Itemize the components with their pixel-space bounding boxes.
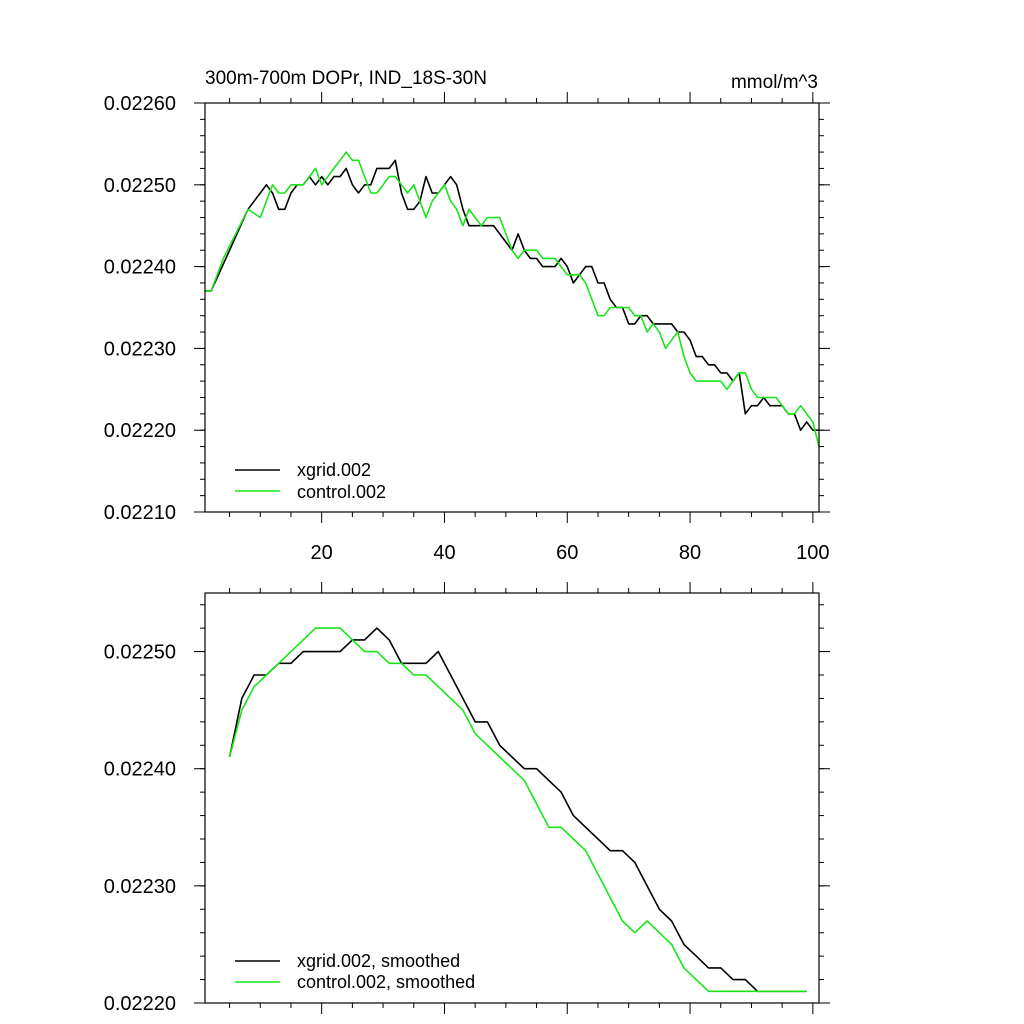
x-tick-label: 20: [311, 542, 333, 564]
series-line-xgrid: [228, 627, 807, 993]
legend-label-control-smoothed: control.002, smoothed: [297, 972, 475, 992]
y-tick-label: 0.02240: [104, 759, 176, 781]
series-lines: [205, 151, 820, 447]
y-tick-label: 0.02220: [104, 420, 176, 442]
series-line-control: [228, 627, 807, 993]
y-tick-label: 0.02260: [104, 93, 176, 115]
plot-frame: [204, 102, 820, 513]
y-tick-labels: 0.02220 0.02230 0.02240 0.02250: [104, 642, 176, 1015]
y-tick-label: 0.02220: [104, 993, 176, 1015]
x-tick-label: 100: [796, 542, 829, 564]
y-tick-label: 0.02230: [104, 876, 176, 898]
y-tick-label: 0.02210: [104, 502, 176, 524]
y-tick-label: 0.02230: [104, 338, 176, 360]
top-panel: 300m-700m DOPr, IND_18S-30N mmol/m^3 0.0…: [104, 68, 830, 564]
x-tick-label: 40: [433, 542, 455, 564]
legend-label-xgrid-smoothed: xgrid.002, smoothed: [297, 951, 460, 971]
series-line-control: [205, 151, 820, 447]
plot-frame: [204, 592, 820, 1004]
panel-title: 300m-700m DOPr, IND_18S-30N: [205, 68, 487, 89]
legend-label-xgrid: xgrid.002: [297, 460, 371, 480]
bottom-panel: 0.02220 0.02230 0.02240 0.02250 xgrid.002, …: [104, 582, 830, 1015]
legend-label-control: control.002: [297, 482, 386, 502]
y-tick-labels: 0.02210 0.02220 0.02230 0.02240 0.02250 0.022…: [104, 93, 176, 524]
x-tick-label: 80: [679, 542, 701, 564]
legend: xgrid.002, smoothed control.002, smoothe…: [235, 951, 475, 992]
legend: xgrid.002 control.002: [235, 460, 386, 502]
x-tick-label: 60: [556, 542, 578, 564]
tick-marks: [194, 582, 830, 1014]
y-tick-label: 0.02250: [104, 642, 176, 664]
tick-marks: [194, 92, 830, 523]
units-label: mmol/m^3: [731, 72, 818, 93]
y-tick-label: 0.02250: [104, 175, 176, 197]
y-tick-label: 0.02240: [104, 257, 176, 279]
x-tick-labels: 20 40 60 80 100: [311, 542, 830, 564]
series-lines: [228, 627, 807, 993]
